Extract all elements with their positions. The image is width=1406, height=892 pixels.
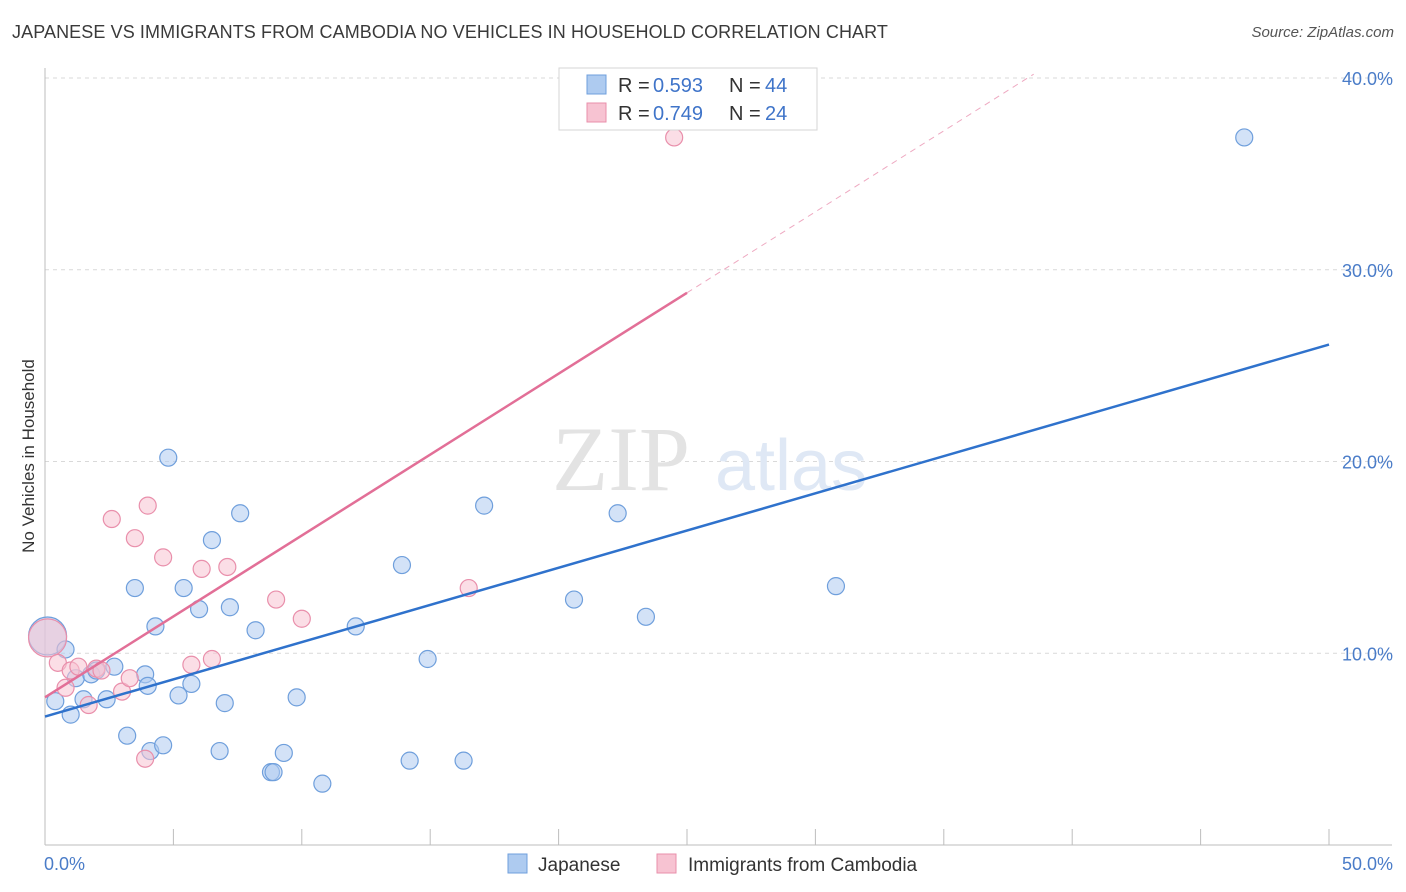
cambodia-point	[192, 559, 211, 578]
legend-r-label-2: R =	[618, 103, 650, 125]
y-tick-label: 10.0%	[1342, 644, 1393, 664]
cambodia-point	[665, 128, 684, 147]
legend-r-label-1: R =	[618, 75, 650, 97]
japanese-point	[125, 578, 144, 598]
japanese-point	[215, 694, 234, 713]
legend-swatch-japanese	[586, 74, 607, 95]
cambodia-point	[120, 669, 139, 688]
legend-n-label-1: N =	[729, 75, 761, 97]
japanese-point	[1235, 128, 1254, 147]
y-tick-labels: 10.0% 20.0% 30.0% 40.0%	[1342, 69, 1393, 664]
japanese-point	[475, 496, 494, 515]
legend-r-value-2: 0.749	[653, 103, 703, 125]
bottom-legend-swatch-japanese	[507, 853, 528, 874]
x-tick-marks	[44, 829, 1330, 845]
japanese-point	[274, 743, 293, 763]
japanese-point	[174, 578, 193, 598]
cambodia-trend-line	[44, 291, 688, 699]
japanese-point	[392, 555, 412, 575]
cambodia-point	[292, 609, 311, 628]
japanese-point	[264, 763, 283, 782]
japanese-point	[231, 504, 250, 523]
japanese-trend-line	[44, 343, 1330, 718]
y-axis-title: No Vehicles in Household	[19, 359, 38, 553]
chart-title: JAPANESE VS IMMIGRANTS FROM CAMBODIA NO …	[12, 22, 889, 42]
japanese-point	[400, 751, 419, 770]
cambodia-trend-extension	[686, 73, 1034, 294]
legend-n-value-1: 44	[765, 75, 787, 97]
trend-layer	[44, 73, 1330, 718]
cambodia-point	[182, 655, 201, 674]
cambodia-point	[218, 557, 237, 577]
y-tick-label: 40.0%	[1342, 69, 1393, 89]
x-tick-label-max: 50.0%	[1342, 854, 1393, 874]
japanese-point	[246, 621, 265, 640]
watermark-zip: ZIP	[552, 408, 690, 510]
japanese-point	[220, 598, 239, 617]
cambodia-point	[56, 678, 75, 697]
japanese-point	[454, 751, 473, 770]
cambodia-point	[202, 649, 222, 669]
japanese-point	[118, 726, 137, 745]
japanese-point	[418, 649, 437, 669]
source-label: Source: ZipAtlas.com	[1251, 24, 1394, 41]
cambodia-point	[125, 529, 144, 548]
japanese-point	[210, 741, 229, 761]
bottom-legend-label-japanese: Japanese	[538, 855, 620, 876]
japanese-point	[182, 674, 201, 694]
cambodia-point	[267, 590, 286, 609]
japanese-point	[169, 686, 188, 705]
cambodia-point	[27, 618, 68, 658]
legend-n-value-2: 24	[765, 103, 787, 125]
legend-n-label-2: N =	[729, 103, 761, 125]
grid-layer	[45, 77, 1392, 654]
japanese-point	[636, 607, 656, 626]
japanese-point	[154, 736, 173, 755]
series-legend: Japanese Immigrants from Cambodia	[507, 853, 918, 876]
y-tick-label: 20.0%	[1342, 453, 1393, 473]
cambodia-point	[136, 749, 155, 768]
cambodia-point	[154, 548, 173, 567]
japanese-point	[313, 774, 332, 793]
bottom-legend-label-cambodia: Immigrants from Cambodia	[688, 855, 918, 876]
japanese-point	[202, 531, 222, 550]
x-tick-label-min: 0.0%	[44, 854, 85, 874]
legend-r-value-1: 0.593	[653, 75, 703, 97]
stats-legend: R = 0.593 N = 44 R = 0.749 N = 24	[558, 67, 818, 131]
japanese-point	[608, 504, 627, 523]
japanese-point	[287, 688, 306, 707]
bottom-legend-swatch-cambodia	[656, 853, 677, 874]
japanese-point	[564, 590, 584, 609]
watermark-atlas: atlas	[715, 426, 867, 506]
japanese-point	[46, 692, 65, 711]
legend-swatch-cambodia	[586, 102, 607, 123]
japanese-point	[826, 577, 846, 596]
cambodia-point	[102, 509, 121, 529]
japanese-point	[159, 448, 178, 467]
cambodia-point	[138, 496, 157, 515]
y-tick-label: 30.0%	[1342, 261, 1393, 281]
